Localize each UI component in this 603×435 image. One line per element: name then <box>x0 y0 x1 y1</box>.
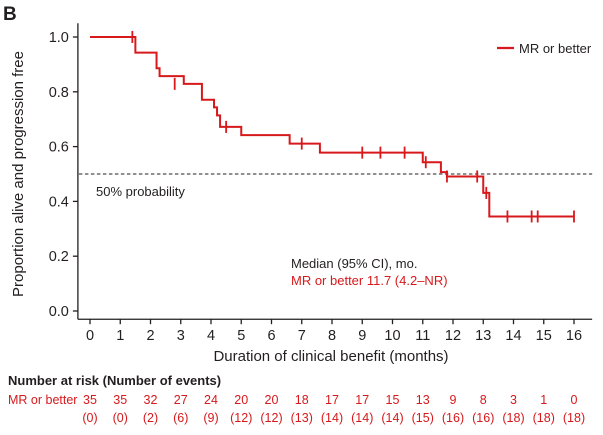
risk-table-values: 35(0)35(0)32(2)27(6)24(9)20(12)20(12)18(… <box>82 393 585 425</box>
risk-at-risk-value: 1 <box>540 393 547 407</box>
risk-at-risk-value: 9 <box>450 393 457 407</box>
x-tick-label: 3 <box>177 328 185 344</box>
risk-at-risk-value: 3 <box>510 393 517 407</box>
risk-events-value: (0) <box>82 411 97 425</box>
x-tick-label: 10 <box>384 328 400 344</box>
x-tick-label: 2 <box>146 328 154 344</box>
y-tick-label: 0.8 <box>49 85 69 101</box>
legend-label-mr-or-better: MR or better <box>519 41 592 56</box>
risk-at-risk-value: 13 <box>416 393 430 407</box>
risk-at-risk-value: 15 <box>386 393 400 407</box>
risk-events-value: (18) <box>563 411 585 425</box>
x-tick-label: 4 <box>207 328 215 344</box>
y-tick-label: 0.6 <box>49 140 69 156</box>
risk-at-risk-value: 8 <box>480 393 487 407</box>
risk-at-risk-value: 20 <box>265 393 279 407</box>
x-tick-label: 9 <box>358 328 366 344</box>
risk-events-value: (2) <box>143 411 158 425</box>
x-tick-label: 11 <box>415 328 430 344</box>
x-tick-label: 0 <box>86 328 94 344</box>
risk-table-title: Number at risk (Number of events) <box>8 373 221 388</box>
risk-at-risk-value: 20 <box>234 393 248 407</box>
risk-at-risk-value: 18 <box>295 393 309 407</box>
x-tick-label: 13 <box>475 328 491 344</box>
risk-at-risk-value: 35 <box>83 393 97 407</box>
risk-events-value: (15) <box>412 411 434 425</box>
risk-at-risk-value: 0 <box>571 393 578 407</box>
risk-at-risk-value: 32 <box>144 393 158 407</box>
y-tick-label: 0.2 <box>49 249 69 265</box>
risk-at-risk-value: 24 <box>204 393 218 407</box>
censor-marks-group <box>131 31 575 223</box>
risk-events-value: (0) <box>113 411 128 425</box>
risk-at-risk-value: 27 <box>174 393 188 407</box>
reference-line-label: 50% probability <box>96 184 185 199</box>
risk-events-value: (18) <box>502 411 524 425</box>
x-tick-label: 5 <box>237 328 245 344</box>
x-axis-label: Duration of clinical benefit (months) <box>213 348 448 365</box>
y-tick-label: 0.0 <box>49 304 69 320</box>
x-tick-label: 12 <box>445 328 461 344</box>
x-tick-label: 6 <box>267 328 275 344</box>
risk-events-value: (6) <box>173 411 188 425</box>
risk-events-value: (16) <box>472 411 494 425</box>
y-tick-label: 1.0 <box>49 30 69 46</box>
risk-events-value: (12) <box>260 411 282 425</box>
risk-events-value: (14) <box>351 411 373 425</box>
risk-events-value: (14) <box>321 411 343 425</box>
risk-events-value: (14) <box>381 411 403 425</box>
risk-events-value: (18) <box>533 411 555 425</box>
risk-events-value: (16) <box>442 411 464 425</box>
x-tick-label: 16 <box>566 328 582 344</box>
x-tick-label: 1 <box>116 328 124 344</box>
median-annotation-value: MR or better 11.7 (4.2–NR) <box>291 273 448 288</box>
risk-events-value: (12) <box>230 411 252 425</box>
risk-events-value: (13) <box>291 411 313 425</box>
risk-at-risk-value: 35 <box>113 393 127 407</box>
risk-at-risk-value: 17 <box>325 393 339 407</box>
legend: MR or better <box>497 41 592 56</box>
y-tick-label: 0.4 <box>49 194 69 210</box>
x-tick-label: 15 <box>536 328 552 344</box>
risk-table-row-label: MR or better <box>8 393 77 407</box>
x-tick-label: 14 <box>505 328 521 344</box>
risk-at-risk-value: 17 <box>355 393 369 407</box>
x-tick-label: 7 <box>298 328 306 344</box>
axes: 0.00.20.40.60.81.00 1 2 3 4 5 6 7 8 9 10 11 12 13 14 15… <box>49 23 593 344</box>
risk-events-value: (9) <box>203 411 218 425</box>
x-tick-label: 8 <box>328 328 336 344</box>
median-annotation-title: Median (95% CI), mo. <box>291 256 417 271</box>
panel-label: B <box>3 4 17 25</box>
y-axis-label: Proportion alive and progression free <box>10 51 27 297</box>
